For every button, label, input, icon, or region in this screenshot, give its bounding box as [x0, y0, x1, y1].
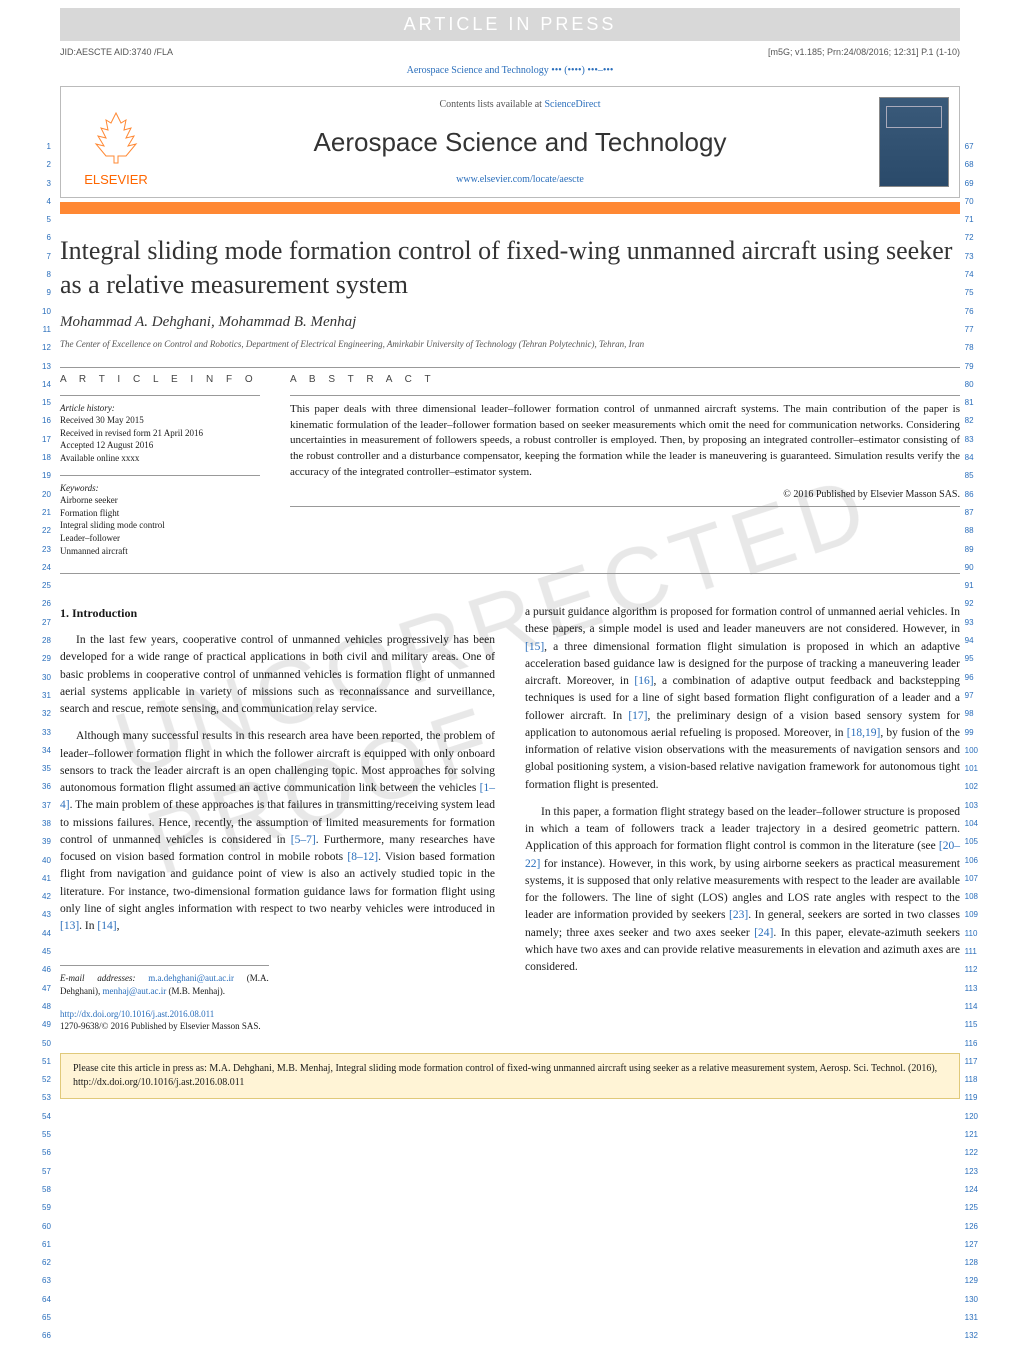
orange-separator-bar — [60, 202, 960, 214]
section-heading: 1. Introduction — [60, 604, 495, 622]
journal-reference-top: Aerospace Science and Technology ••• (••… — [60, 65, 960, 76]
history-item: Available online xxxx — [60, 452, 260, 465]
journal-header-box: ELSEVIER Contents lists available at Sci… — [60, 86, 960, 198]
ref-link[interactable]: [17] — [628, 710, 647, 722]
jid-left: JID:AESCTE AID:3740 /FLA — [60, 47, 173, 57]
sciencedirect-link[interactable]: ScienceDirect — [544, 99, 600, 110]
ref-link[interactable]: [15] — [525, 641, 544, 653]
email-link[interactable]: m.a.dehghani@aut.ac.ir — [148, 973, 234, 983]
email-link[interactable]: menhaj@aut.ac.ir — [103, 986, 167, 996]
ref-link[interactable]: [13] — [60, 920, 79, 932]
ref-link[interactable]: [8–12] — [347, 851, 378, 863]
ref-link[interactable]: [16] — [634, 675, 653, 687]
keyword: Leader–follower — [60, 532, 260, 545]
keyword: Integral sliding mode control — [60, 519, 260, 532]
keywords-label: Keywords: — [60, 482, 260, 495]
history-label: Article history: — [60, 402, 260, 415]
ref-link[interactable]: [24] — [754, 927, 773, 939]
ref-link[interactable]: [23] — [729, 909, 748, 921]
history-item: Received in revised form 21 April 2016 — [60, 427, 260, 440]
history-item: Accepted 12 August 2016 — [60, 439, 260, 452]
ref-link[interactable]: [14] — [97, 920, 116, 932]
keyword: Formation flight — [60, 507, 260, 520]
keyword: Airborne seeker — [60, 494, 260, 507]
abstract-heading: A B S T R A C T — [290, 374, 960, 385]
affiliation: The Center of Excellence on Control and … — [60, 339, 960, 349]
footnotes: E-mail addresses: m.a.dehghani@aut.ac.ir… — [60, 965, 269, 1032]
contents-available: Contents lists available at ScienceDirec… — [181, 99, 859, 110]
article-title: Integral sliding mode formation control … — [60, 234, 960, 302]
body-paragraph: In the last few years, cooperative contr… — [60, 632, 495, 718]
article-info-heading: A R T I C L E I N F O — [60, 374, 260, 385]
article-in-press-banner: ARTICLE IN PRESS — [60, 8, 960, 41]
body-paragraph: Although many successful results in this… — [60, 728, 495, 935]
body-paragraph: a pursuit guidance algorithm is proposed… — [525, 604, 960, 794]
journal-url-link[interactable]: www.elsevier.com/locate/aescte — [181, 174, 859, 185]
copyright: © 2016 Published by Elsevier Masson SAS. — [290, 489, 960, 500]
doi-link[interactable]: http://dx.doi.org/10.1016/j.ast.2016.08.… — [60, 1008, 269, 1021]
history-item: Received 30 May 2015 — [60, 414, 260, 427]
issn-line: 1270-9638/© 2016 Published by Elsevier M… — [60, 1020, 269, 1033]
journal-name: Aerospace Science and Technology — [181, 127, 859, 158]
divider — [60, 367, 960, 368]
journal-cover-thumbnail — [879, 97, 949, 187]
keyword: Unmanned aircraft — [60, 545, 260, 558]
abstract-text: This paper deals with three dimensional … — [290, 402, 960, 482]
jid-right: [m5G; v1.185; Prn:24/08/2016; 12:31] P.1… — [768, 47, 960, 57]
elsevier-label: ELSEVIER — [84, 172, 148, 187]
ref-link[interactable]: [5–7] — [291, 834, 316, 846]
authors: Mohammad A. Dehghani, Mohammad B. Menhaj — [60, 314, 960, 331]
elsevier-tree-icon — [86, 108, 146, 168]
body-paragraph: In this paper, a formation flight strate… — [525, 804, 960, 977]
ref-link[interactable]: [18,19] — [847, 727, 881, 739]
citation-box: Please cite this article in press as: M.… — [60, 1053, 960, 1099]
